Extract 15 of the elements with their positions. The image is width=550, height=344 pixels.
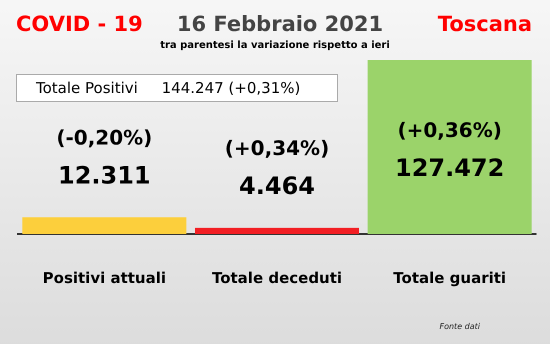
x-tick-label: Positivi attuali — [42, 268, 166, 287]
annotation: (-0,20%) — [56, 125, 152, 150]
annotation: (+0,34%) — [224, 136, 330, 160]
annotation: (+0,36%) — [397, 118, 502, 142]
source-note: Fonte dati — [439, 322, 480, 331]
data-label: 12.311 — [58, 161, 151, 190]
data-label: 4.464 — [239, 172, 315, 200]
text: Toscana — [438, 12, 532, 36]
x-tick-label: Totale deceduti — [212, 268, 342, 287]
chart-title: 16 Febbraio 2021 — [176, 12, 384, 36]
annotation: Totale Positivi 144.247 (+0,31%) — [36, 79, 300, 97]
chart-subtitle: tra parentesi la variazione rispetto a ieri — [159, 40, 391, 51]
x-tick-label: Totale guariti — [393, 268, 506, 287]
data-label: 127.472 — [395, 154, 504, 182]
text: COVID - 19 — [16, 12, 143, 36]
